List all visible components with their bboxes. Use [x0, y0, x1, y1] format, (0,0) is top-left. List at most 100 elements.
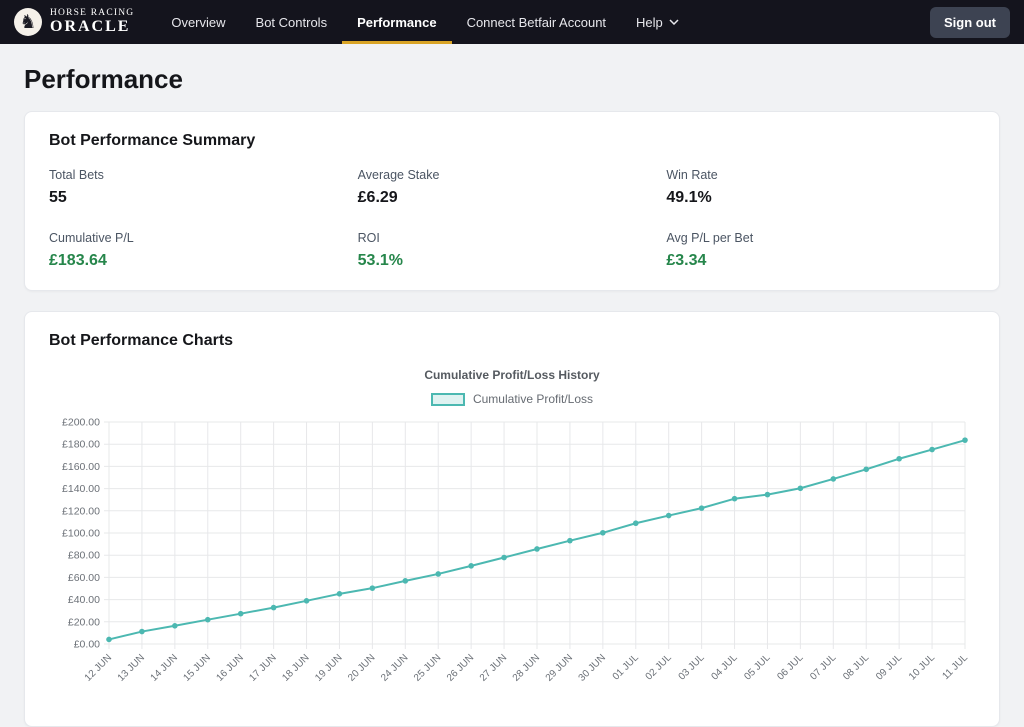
stat-roi: ROI 53.1%	[358, 231, 667, 270]
stat-value: £3.34	[666, 252, 975, 270]
brand-logo: ♞ HORSE RACING ORACLE	[14, 8, 134, 36]
stat-average-stake: Average Stake £6.29	[358, 168, 667, 207]
x-tick-label: 16 JUN	[214, 652, 245, 683]
data-point[interactable]	[172, 623, 178, 629]
x-tick-label: 28 JUN	[511, 652, 542, 683]
y-tick-label: £120.00	[62, 505, 100, 517]
nav-tab-label: Help	[636, 15, 663, 30]
x-tick-label: 06 JUL	[775, 652, 805, 682]
data-point[interactable]	[403, 578, 409, 584]
brand-line2: ORACLE	[50, 19, 134, 36]
y-tick-label: £200.00	[62, 417, 100, 429]
stat-label: Average Stake	[358, 168, 667, 182]
x-tick-label: 14 JUN	[149, 652, 180, 683]
x-tick-label: 26 JUN	[445, 652, 476, 683]
y-tick-label: £40.00	[68, 594, 100, 606]
stat-win-rate: Win Rate 49.1%	[666, 168, 975, 207]
x-tick-label: 04 JUL	[709, 652, 739, 682]
bot-performance-charts-card: Bot Performance Charts Cumulative Profit…	[24, 311, 1000, 727]
stats-grid: Total Bets 55 Average Stake £6.29 Win Ra…	[49, 168, 975, 270]
data-point[interactable]	[567, 538, 573, 544]
data-point[interactable]	[139, 629, 145, 635]
data-point[interactable]	[304, 598, 310, 604]
data-point[interactable]	[732, 496, 738, 502]
data-point[interactable]	[501, 555, 507, 561]
data-point[interactable]	[370, 585, 376, 591]
data-point[interactable]	[765, 492, 771, 498]
legend-swatch-cumulative-pl	[431, 393, 465, 406]
nav-tab-label: Bot Controls	[256, 15, 328, 30]
data-point[interactable]	[831, 476, 837, 482]
data-point[interactable]	[106, 637, 112, 643]
data-point[interactable]	[863, 466, 869, 472]
nav-tab-connect-betfair[interactable]: Connect Betfair Account	[452, 0, 621, 44]
data-point[interactable]	[633, 520, 639, 526]
x-tick-label: 18 JUN	[280, 652, 311, 683]
data-point[interactable]	[435, 571, 441, 577]
x-tick-label: 05 JUL	[742, 652, 772, 682]
chevron-down-icon	[669, 19, 679, 25]
y-tick-label: £180.00	[62, 439, 100, 451]
legend-label: Cumulative Profit/Loss	[473, 392, 593, 406]
top-navigation-bar: ♞ HORSE RACING ORACLE Overview Bot Contr…	[0, 0, 1024, 44]
chart-title: Cumulative Profit/Loss History	[49, 368, 975, 382]
y-tick-label: £140.00	[62, 483, 100, 495]
stat-avg-pl-per-bet: Avg P/L per Bet £3.34	[666, 231, 975, 270]
data-point[interactable]	[962, 437, 968, 443]
y-tick-label: £0.00	[74, 639, 100, 651]
data-point[interactable]	[468, 563, 474, 569]
x-tick-label: 27 JUN	[478, 652, 509, 683]
x-tick-label: 19 JUN	[313, 652, 344, 683]
x-tick-label: 03 JUL	[677, 652, 707, 682]
y-tick-label: £160.00	[62, 461, 100, 473]
x-tick-label: 08 JUL	[841, 652, 871, 682]
data-point[interactable]	[896, 456, 902, 462]
chart-svg: £0.00 £20.00 £40.00 £60.00 £80.00 £100.00 £120…	[49, 414, 977, 706]
chart-legend: Cumulative Profit/Loss	[49, 392, 975, 406]
nav-tab-overview[interactable]: Overview	[156, 0, 240, 44]
data-point[interactable]	[699, 505, 705, 511]
x-tick-label: 25 JUN	[412, 652, 443, 683]
charts-card-title: Bot Performance Charts	[49, 332, 975, 350]
y-tick-label: £20.00	[68, 616, 100, 628]
x-tick-label: 20 JUN	[346, 652, 377, 683]
main-nav: Overview Bot Controls Performance Connec…	[156, 0, 693, 44]
data-point[interactable]	[271, 605, 277, 611]
x-tick-label: 07 JUL	[808, 652, 838, 682]
summary-card-title: Bot Performance Summary	[49, 132, 975, 150]
data-point[interactable]	[534, 546, 540, 552]
x-tick-label: 10 JUL	[907, 652, 937, 682]
stat-value: 49.1%	[666, 189, 975, 207]
sign-out-button[interactable]: Sign out	[930, 7, 1010, 38]
x-tick-label: 30 JUN	[577, 652, 608, 683]
x-tick-label: 01 JUL	[611, 652, 641, 682]
nav-tab-label: Overview	[171, 15, 225, 30]
stat-value: 55	[49, 189, 358, 207]
data-point[interactable]	[600, 530, 606, 536]
data-point[interactable]	[929, 447, 935, 453]
data-point[interactable]	[666, 513, 672, 519]
x-tick-label: 09 JUL	[874, 652, 904, 682]
x-tick-label: 29 JUN	[544, 652, 575, 683]
bot-performance-summary-card: Bot Performance Summary Total Bets 55 Av…	[24, 111, 1000, 291]
x-tick-label: 13 JUN	[116, 652, 147, 683]
data-point[interactable]	[205, 617, 211, 623]
stat-label: Win Rate	[666, 168, 975, 182]
y-tick-label: £100.00	[62, 528, 100, 540]
y-tick-label: £80.00	[68, 550, 100, 562]
nav-tab-bot-controls[interactable]: Bot Controls	[241, 0, 343, 44]
data-point[interactable]	[337, 591, 343, 597]
nav-tab-label: Performance	[357, 15, 436, 30]
stat-value: 53.1%	[358, 252, 667, 270]
nav-tab-performance[interactable]: Performance	[342, 0, 451, 44]
data-point[interactable]	[238, 611, 244, 617]
nav-tab-label: Connect Betfair Account	[467, 15, 606, 30]
nav-tab-help[interactable]: Help	[621, 0, 694, 44]
cumulative-pl-line-chart[interactable]: £0.00 £20.00 £40.00 £60.00 £80.00 £100.00 £120…	[49, 414, 975, 706]
x-tick-label: 02 JUL	[644, 652, 674, 682]
chart-header: Cumulative Profit/Loss History Cumulativ…	[49, 368, 975, 406]
data-point[interactable]	[798, 485, 804, 491]
y-tick-label: £60.00	[68, 572, 100, 584]
stat-label: ROI	[358, 231, 667, 245]
x-tick-label: 11 JUL	[940, 652, 970, 682]
